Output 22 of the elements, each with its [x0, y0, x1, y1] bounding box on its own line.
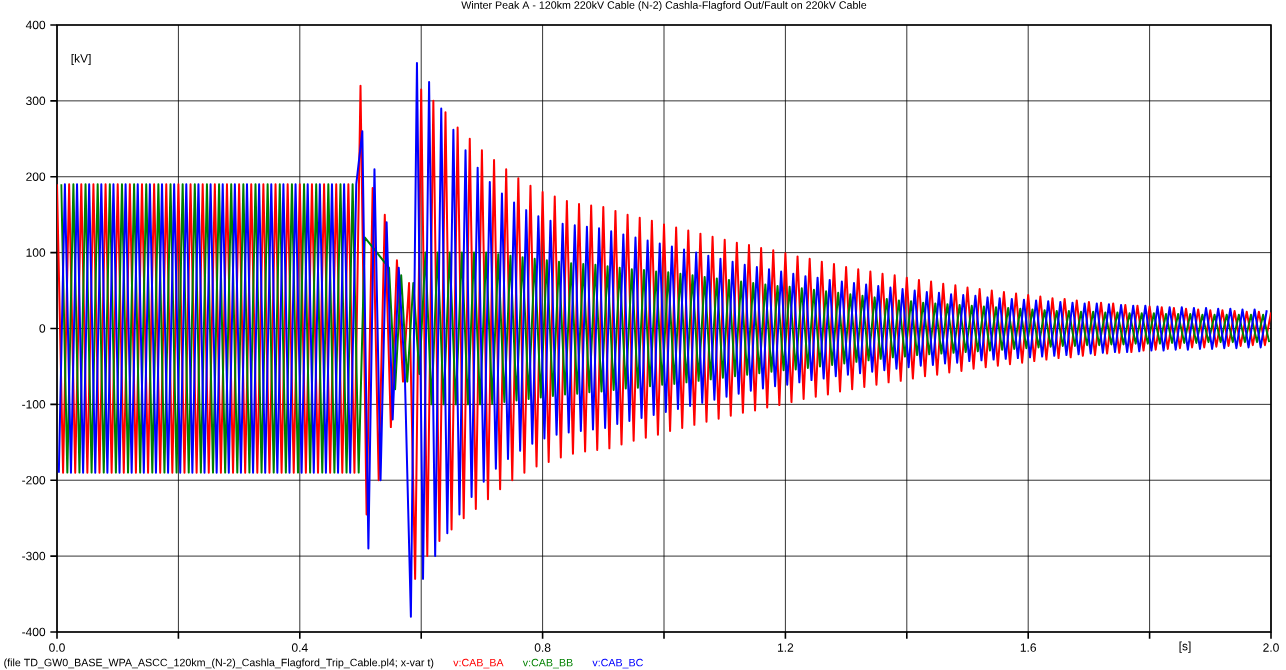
- y-tick-label: -300: [22, 551, 46, 561]
- y-tick-label: -200: [22, 475, 46, 485]
- y-tick-label: 100: [26, 248, 46, 257]
- y-tick-label: 400: [25, 20, 46, 30]
- chart-title: Winter Peak A - 120km 220kV Cable (N-2) Cashla-Flagford Out/Fault on 220kV Cable: [461, 0, 867, 11]
- y-tick-label: -100: [22, 400, 46, 409]
- y-axis-title: [kV]: [71, 53, 91, 66]
- text: v:CAB_BA: [453, 658, 504, 669]
- y-tick-label: 200: [26, 172, 46, 181]
- text: v:CAB_BC: [592, 658, 643, 669]
- y-tick-label: -400: [22, 627, 46, 637]
- x-tick-label: 2.0: [1263, 643, 1279, 652]
- x-tick-label: 0.8: [534, 643, 551, 652]
- x-axis-title: [s]: [1179, 641, 1191, 653]
- x-tick-label: 1.2: [777, 643, 794, 652]
- x-tick-label: 0.0: [49, 643, 65, 652]
- text: (file TD_GW0_BASE_WPA_ASCC_120km_(N-2)_Cashla_Flagford_Trip_Cable.pl4; x-var t): [4, 658, 434, 669]
- y-tick-label: 0: [39, 324, 46, 333]
- x-tick-label: 1.6: [1020, 643, 1037, 652]
- y-tick-label: 300: [26, 96, 46, 106]
- text: v:CAB_BB: [522, 658, 573, 669]
- x-tick-label: 0.4: [291, 643, 308, 652]
